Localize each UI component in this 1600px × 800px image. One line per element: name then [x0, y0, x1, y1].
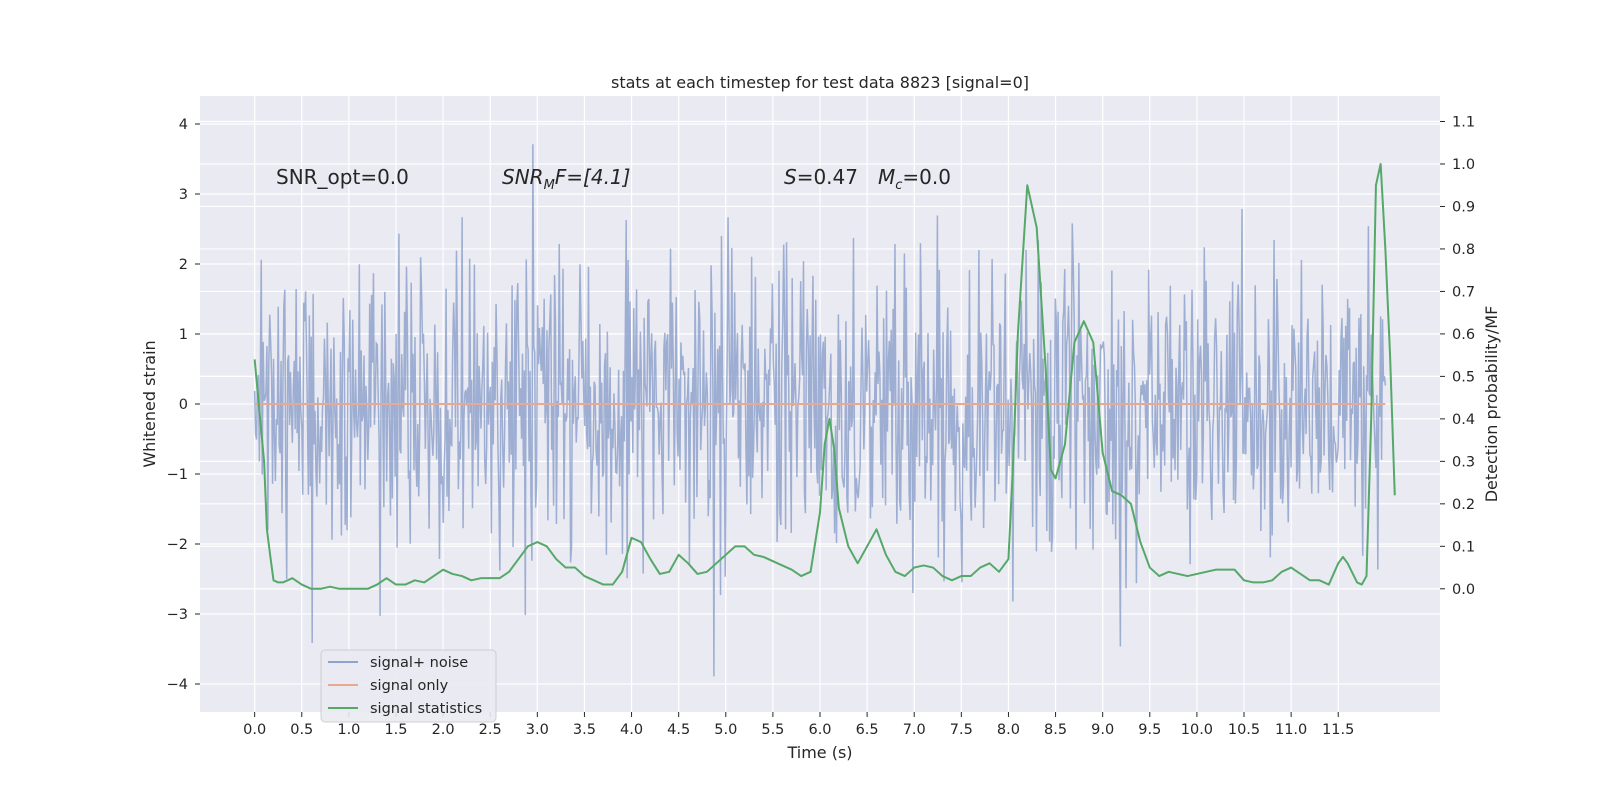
- y-right-tick-label: 0.4: [1452, 412, 1475, 428]
- y-tick-label: 2: [179, 257, 188, 273]
- x-tick-label: 0.0: [243, 722, 266, 738]
- x-tick-label: 5.5: [761, 722, 784, 738]
- y-right-tick-label: 0.8: [1452, 242, 1475, 258]
- x-tick-label: 5.0: [714, 722, 737, 738]
- x-tick-label: 6.5: [856, 722, 879, 738]
- y-tick-label: −3: [167, 607, 188, 623]
- annotation-mc-val: =0.0: [902, 165, 951, 189]
- y-right-tick-label: 0.3: [1452, 454, 1475, 470]
- x-tick-label: 1.5: [384, 722, 407, 738]
- y-right-tick-label: 0.2: [1452, 497, 1475, 513]
- signal-plus-noise-series: [253, 144, 1387, 677]
- legend-label-signal-statistics: signal statistics: [370, 701, 482, 717]
- annotation-s-val: =0.47: [797, 165, 858, 189]
- y-right-tick-label: 0.0: [1452, 582, 1475, 598]
- x-tick-label: 8.5: [1044, 722, 1067, 738]
- y-axis-label-right: Detection probability/MF: [1482, 306, 1501, 503]
- y-axis-right-ticks: 1.1 1.0 0.9 0.8 0.7 0.6 0.5 0.4 0.3 0.2 0.1 0.0: [1440, 114, 1475, 598]
- x-tick-label: 7.5: [950, 722, 973, 738]
- annotation-snr-opt: SNR_opt=0.0: [276, 165, 409, 189]
- x-tick-label: 0.5: [290, 722, 313, 738]
- y-right-tick-label: 0.9: [1452, 199, 1475, 215]
- y-tick-label: 3: [179, 187, 188, 203]
- legend-label-signal-only: signal only: [370, 678, 449, 694]
- x-tick-label: 10.0: [1181, 722, 1213, 738]
- annotation-mc-base: M: [878, 165, 895, 189]
- annotation-snr-mf-sub: M: [544, 178, 555, 193]
- annotation-s-var: S: [784, 165, 797, 189]
- x-axis-label: Time (s): [786, 743, 852, 762]
- x-tick-label: 9.5: [1138, 722, 1161, 738]
- signal-statistics-line: [253, 162, 1396, 590]
- x-tick-label: 2.5: [479, 722, 502, 738]
- x-tick-label: 6.0: [808, 722, 831, 738]
- y-tick-label: −1: [167, 467, 188, 483]
- legend-box: [320, 649, 497, 723]
- annotation-snr-mf-base: SNR: [502, 165, 544, 189]
- annotation-snr-mf: SNRMF=[4.1]: [502, 165, 630, 193]
- y-right-tick-label: 1.0: [1452, 157, 1475, 173]
- y-tick-label: 4: [179, 117, 188, 133]
- y-tick-label: −4: [167, 677, 188, 693]
- x-tick-label: 11.0: [1275, 722, 1307, 738]
- x-axis-ticks: 0.0 0.5 1.0 1.5 2.0 2.5 3.0 3.5 4.0 4.5 5.0 5.5 6.0 6…: [243, 712, 1354, 738]
- legend-label-signal-noise: signal+ noise: [370, 655, 468, 671]
- y-tick-label: −2: [167, 537, 188, 553]
- y-tick-label: 1: [179, 327, 188, 343]
- x-tick-label: 3.0: [526, 722, 549, 738]
- y-right-tick-label: 0.7: [1452, 284, 1475, 300]
- annotation-snr-mf-rest: F=[4.1]: [555, 165, 631, 189]
- x-tick-label: 8.0: [997, 722, 1020, 738]
- x-tick-label: 9.0: [1091, 722, 1114, 738]
- y-axis-left-ticks: 4 3 2 1 0 −1 −2 −3 −4: [167, 117, 200, 693]
- x-tick-label: 4.0: [620, 722, 643, 738]
- annotation-s: S=0.47: [784, 165, 858, 189]
- y-right-tick-label: 0.6: [1452, 327, 1475, 343]
- x-tick-label: 10.5: [1228, 722, 1260, 738]
- y-tick-label: 0: [179, 397, 188, 413]
- chart-title: stats at each timestep for test data 882…: [611, 73, 1029, 92]
- annotation-mc-sub: c: [895, 178, 902, 193]
- y-right-tick-label: 0.1: [1452, 539, 1475, 555]
- x-tick-label: 7.0: [903, 722, 926, 738]
- annotation-mc: Mc=0.0: [878, 165, 951, 193]
- signal-plus-noise-line: [253, 144, 1387, 677]
- x-tick-label: 4.5: [667, 722, 690, 738]
- y-right-tick-label: 0.5: [1452, 369, 1475, 385]
- annotations: SNR_opt=0.0 SNRMF=[4.1] S=0.47 Mc=0.0: [276, 165, 951, 193]
- x-tick-label: 2.0: [432, 722, 455, 738]
- x-tick-label: 1.0: [337, 722, 360, 738]
- x-tick-label: 3.5: [573, 722, 596, 738]
- x-tick-label: 11.5: [1322, 722, 1354, 738]
- signal-statistics-series: [253, 162, 1396, 590]
- legend: signal+ noise signal only signal statist…: [320, 649, 497, 723]
- y-axis-label-left: Whitened strain: [140, 340, 159, 467]
- y-right-tick-label: 1.1: [1452, 114, 1475, 130]
